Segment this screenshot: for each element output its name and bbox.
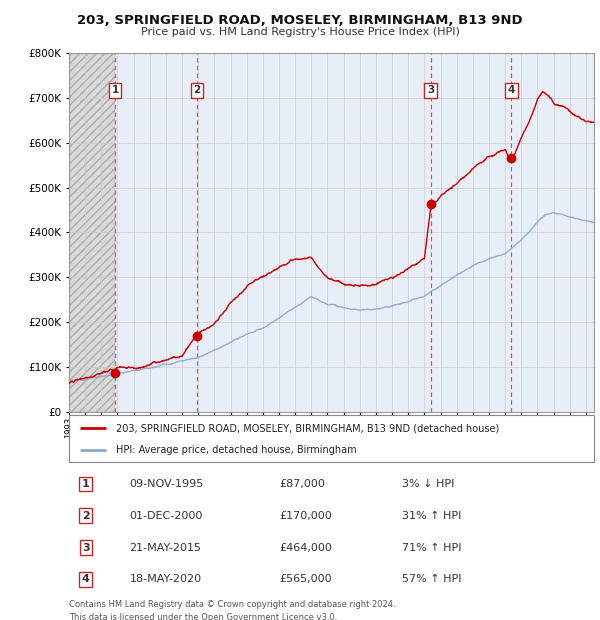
- Text: Contains HM Land Registry data © Crown copyright and database right 2024.
This d: Contains HM Land Registry data © Crown c…: [69, 600, 395, 620]
- Text: 21-MAY-2015: 21-MAY-2015: [130, 542, 202, 552]
- Text: 01-DEC-2000: 01-DEC-2000: [130, 511, 203, 521]
- Text: 203, SPRINGFIELD ROAD, MOSELEY, BIRMINGHAM, B13 9ND (detached house): 203, SPRINGFIELD ROAD, MOSELEY, BIRMINGH…: [116, 423, 499, 433]
- Text: 3% ↓ HPI: 3% ↓ HPI: [403, 479, 455, 489]
- Text: 4: 4: [508, 86, 515, 95]
- Text: 57% ↑ HPI: 57% ↑ HPI: [403, 574, 462, 584]
- Text: 31% ↑ HPI: 31% ↑ HPI: [403, 511, 462, 521]
- Text: 1: 1: [112, 86, 119, 95]
- Text: Price paid vs. HM Land Registry's House Price Index (HPI): Price paid vs. HM Land Registry's House …: [140, 27, 460, 37]
- Text: 203, SPRINGFIELD ROAD, MOSELEY, BIRMINGHAM, B13 9ND: 203, SPRINGFIELD ROAD, MOSELEY, BIRMINGH…: [77, 14, 523, 27]
- Text: 09-NOV-1995: 09-NOV-1995: [130, 479, 203, 489]
- Bar: [69, 53, 115, 412]
- Text: 3: 3: [82, 542, 89, 552]
- Text: 2: 2: [193, 86, 200, 95]
- Text: 4: 4: [82, 574, 90, 584]
- Text: £565,000: £565,000: [279, 574, 332, 584]
- Text: 71% ↑ HPI: 71% ↑ HPI: [403, 542, 462, 552]
- Bar: [115, 53, 594, 412]
- Text: 3: 3: [427, 86, 434, 95]
- Text: 2: 2: [82, 511, 89, 521]
- Text: £170,000: £170,000: [279, 511, 332, 521]
- Text: 18-MAY-2020: 18-MAY-2020: [130, 574, 202, 584]
- Text: £87,000: £87,000: [279, 479, 325, 489]
- Text: 1: 1: [82, 479, 89, 489]
- Text: £464,000: £464,000: [279, 542, 332, 552]
- Text: HPI: Average price, detached house, Birmingham: HPI: Average price, detached house, Birm…: [116, 445, 357, 455]
